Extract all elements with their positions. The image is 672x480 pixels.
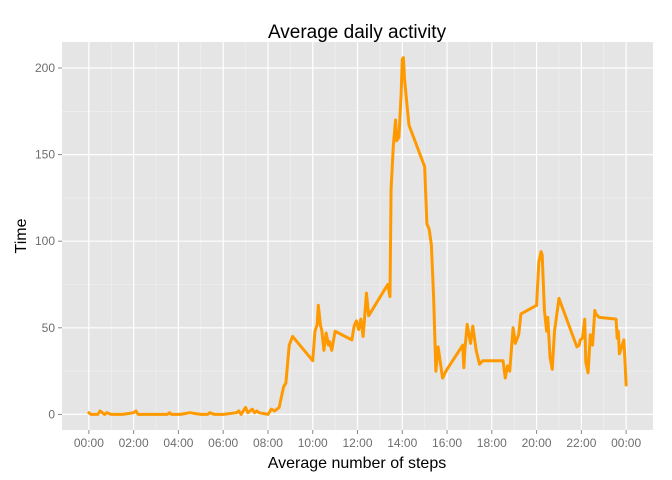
x-tick-label: 16:00	[432, 436, 462, 450]
x-axis-ticks: 00:00 02:00 04:00 06:00 08:00 10:00 12:00 14:00…	[74, 430, 642, 450]
y-tick-label: 0	[48, 407, 55, 421]
x-tick-label: 22:00	[566, 436, 596, 450]
y-tick-label: 150	[35, 148, 55, 162]
x-tick-label: 12:00	[342, 436, 372, 450]
x-tick-label: 10:00	[298, 436, 328, 450]
y-tick-label: 200	[35, 61, 55, 75]
x-tick-label: 14:00	[387, 436, 417, 450]
y-axis-ticks: 0 50 100 150 200	[35, 61, 62, 421]
x-axis-title: Average number of steps	[268, 455, 446, 472]
x-tick-label: 20:00	[522, 436, 552, 450]
chart-title: Average daily activity	[268, 22, 447, 43]
x-tick-label: 04:00	[163, 436, 193, 450]
x-tick-label: 00:00	[74, 436, 104, 450]
x-tick-label: 18:00	[477, 436, 507, 450]
x-tick-label: 06:00	[208, 436, 238, 450]
x-tick-label: 00:00	[611, 436, 641, 450]
y-axis-title: Time	[13, 218, 30, 253]
y-tick-label: 100	[35, 234, 55, 248]
x-tick-label: 08:00	[253, 436, 283, 450]
y-tick-label: 50	[42, 321, 56, 335]
x-tick-label: 02:00	[119, 436, 149, 450]
